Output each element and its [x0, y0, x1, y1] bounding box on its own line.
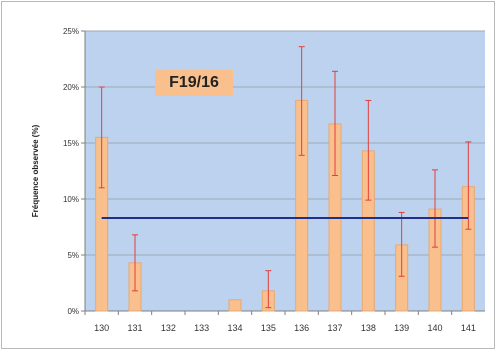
x-tick-label: 134 [227, 323, 242, 333]
x-tick-label: 136 [294, 323, 309, 333]
x-tick-label: 132 [161, 323, 176, 333]
y-tick-label: 5% [67, 251, 79, 260]
y-axis-title: Fréquence observée (%) [31, 124, 40, 217]
chart-title: F19/16 [155, 70, 233, 96]
x-tick-label: 140 [427, 323, 442, 333]
x-tick-label: 133 [194, 323, 209, 333]
x-tick-label: 131 [127, 323, 142, 333]
y-tick-label: 20% [63, 83, 79, 92]
plot-area [85, 31, 485, 311]
x-tick-label: 135 [261, 323, 276, 333]
x-tick-label: 137 [327, 323, 342, 333]
y-tick-label: 0% [67, 307, 79, 316]
y-tick-label: 15% [63, 139, 79, 148]
x-tick-label: 141 [461, 323, 476, 333]
y-tick-label: 25% [63, 27, 79, 36]
x-tick-label: 130 [94, 323, 109, 333]
bar [228, 299, 242, 312]
x-tick-label: 139 [394, 323, 409, 333]
y-tick-label: 10% [63, 195, 79, 204]
x-tick-label: 138 [361, 323, 376, 333]
